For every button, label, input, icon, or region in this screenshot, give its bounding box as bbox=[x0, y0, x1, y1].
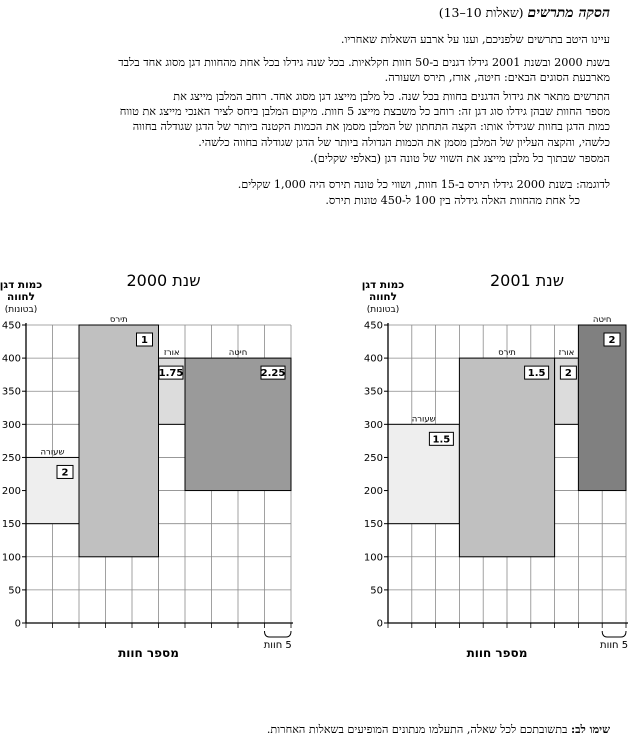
bar-label: תירס bbox=[110, 315, 128, 325]
example-line: כל אחת מהחוות האלה גידלה בין 100 ל-450 ט… bbox=[325, 194, 580, 207]
value-box bbox=[260, 365, 286, 380]
section-subtitle: (שאלות 10–13) bbox=[438, 5, 524, 20]
example-line: לדוגמה: בשנת 2000 גידלו תירס ב-15 חוות, … bbox=[237, 178, 610, 191]
y-tick-label: 350 bbox=[2, 387, 21, 398]
bar-value-label: 2 bbox=[565, 368, 572, 379]
value-box bbox=[136, 332, 153, 347]
bar-value-label: 2.25 bbox=[261, 368, 286, 379]
y-axis-label: לחווה bbox=[369, 291, 397, 303]
y-tick-label: 100 bbox=[2, 552, 21, 563]
bar-value-label: 1 bbox=[141, 335, 148, 346]
y-tick-label: 400 bbox=[2, 354, 21, 365]
bar-value-label: 1.5 bbox=[528, 368, 546, 379]
bar-חיטה bbox=[184, 357, 292, 492]
chart-title: שנת 2001 bbox=[490, 271, 564, 290]
y-tick-label: 150 bbox=[2, 519, 21, 530]
scale-label: 5 חוות bbox=[600, 640, 628, 651]
chart-title: שנת 2000 bbox=[126, 271, 200, 290]
bar-value-label: 2 bbox=[609, 335, 616, 346]
bar-label: שעורה bbox=[412, 414, 436, 424]
chart-2000: שעורה 2 תירס 1 אורז 1.75 חיטה 2.25 0 50 100 150 200 2… bbox=[0, 271, 293, 660]
charts-area: שעורה 2 תירס 1 אורז 1.75 חיטה 2.25 0 50 100 150 200 2… bbox=[0, 271, 628, 660]
y-tick-label: 0 bbox=[377, 619, 383, 630]
x-axis-label: מספר חוות bbox=[118, 646, 179, 660]
scale-brace bbox=[601, 630, 627, 638]
y-tick-label: 250 bbox=[2, 453, 21, 464]
y-tick-label: 50 bbox=[8, 585, 21, 596]
instruction-line: בשנת 2000 ובשנת 2001 גידלו דגנים ב-50 חו… bbox=[118, 56, 610, 69]
bar-label: אורז bbox=[559, 348, 575, 358]
footnote-text: בתשובתכם לכל שאלה, התעלמו מנתונים המופיע… bbox=[266, 723, 571, 736]
bar-value-label: 1.5 bbox=[433, 434, 451, 445]
section-title: הסקה מתרשים bbox=[527, 5, 610, 21]
instruction-line: התרשים מתאר את גידול הדגנים בחוות בכל שנ… bbox=[173, 90, 610, 103]
bar-value-label: 1.75 bbox=[159, 368, 184, 379]
value-box bbox=[56, 464, 74, 479]
bar-label: אורז bbox=[164, 348, 180, 358]
y-tick-label: 150 bbox=[364, 519, 383, 530]
y-tick-label: 50 bbox=[370, 585, 383, 596]
value-box bbox=[428, 431, 454, 446]
y-axis-label: (בטונות) bbox=[367, 305, 399, 315]
bar-label: חיטה bbox=[593, 315, 612, 325]
bar-value-label: 2 bbox=[62, 467, 69, 478]
value-box bbox=[603, 332, 621, 347]
bar-חיטה bbox=[577, 324, 627, 492]
y-tick-label: 300 bbox=[364, 420, 383, 431]
x-axis-label: מספר חוות bbox=[467, 646, 528, 660]
section-heading: הסקה מתרשים (שאלות 10–13) bbox=[438, 5, 610, 21]
instruction-line: עיינו היטב בתרשים שלפניכם, וענו על ארבע … bbox=[340, 33, 610, 46]
instruction-line: כמות הדגן בחוות שגידלו אותו: הקצה התחתון… bbox=[132, 120, 610, 133]
scale-brace bbox=[264, 630, 292, 638]
y-tick-label: 450 bbox=[2, 321, 21, 332]
footnote-label: שימו לב: bbox=[571, 722, 610, 736]
y-axis-label: לחווה bbox=[7, 291, 35, 303]
bar-תירס bbox=[78, 324, 159, 558]
y-axis-label: (בטונות) bbox=[5, 305, 37, 315]
y-tick-label: 200 bbox=[2, 486, 21, 497]
value-box bbox=[559, 365, 577, 380]
instruction-line: מארבעת הסוגים הבאים: חיטה, אורז, תירס וש… bbox=[384, 71, 610, 84]
footnote: שימו לב: בתשובתכם לכל שאלה, התעלמו מנתונ… bbox=[267, 722, 610, 736]
instruction-line: המספר שבתוך כל מלבן מייצג את השווי של טו… bbox=[309, 152, 610, 165]
y-tick-label: 100 bbox=[364, 552, 383, 563]
bar-label: חיטה bbox=[229, 348, 248, 358]
instruction-line: כלשהי, והקצה העליון של המלבן מסמן את הכמ… bbox=[198, 136, 610, 149]
bar-תירס bbox=[458, 357, 556, 558]
value-box bbox=[158, 365, 184, 380]
scale-label: 5 חוות bbox=[264, 640, 292, 651]
bar-label: שעורה bbox=[40, 447, 64, 457]
y-tick-label: 200 bbox=[364, 486, 383, 497]
instruction-line: מספר החוות שבהן גידלו סוג דגן זה: רוחב כ… bbox=[119, 105, 610, 118]
y-tick-label: 0 bbox=[15, 619, 21, 630]
y-tick-label: 250 bbox=[364, 453, 383, 464]
y-tick-label: 450 bbox=[364, 321, 383, 332]
y-tick-label: 400 bbox=[364, 354, 383, 365]
chart-2001: שעורה 1.5 תירס 1.5 אורז 2 חיטה 2 0 50 100 150 200 250… bbox=[362, 271, 628, 660]
y-tick-label: 350 bbox=[364, 387, 383, 398]
value-box bbox=[524, 365, 550, 380]
y-axis-label: כמות דגן bbox=[0, 279, 42, 291]
y-axis-label: כמות דגן bbox=[362, 279, 404, 291]
bar-label: תירס bbox=[498, 348, 516, 358]
y-tick-label: 300 bbox=[2, 420, 21, 431]
